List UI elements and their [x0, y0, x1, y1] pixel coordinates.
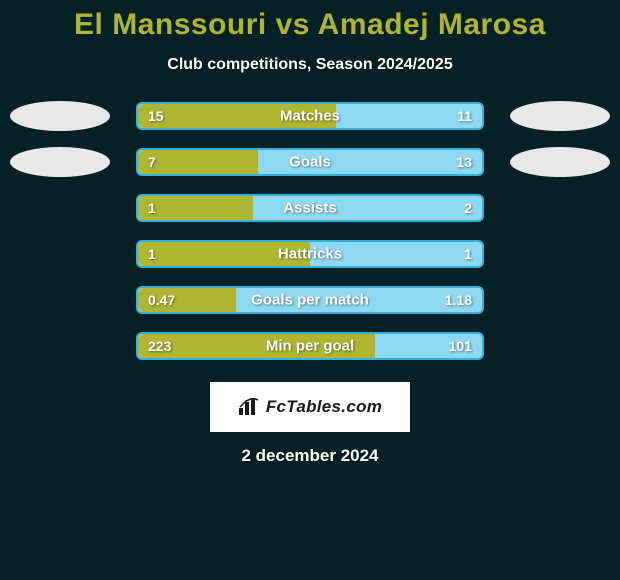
stat-row: Hattricks 1 1: [0, 240, 620, 268]
stat-value-right: 1.18: [445, 292, 472, 308]
stat-label: Matches: [280, 108, 340, 125]
stat-value-left: 223: [148, 338, 171, 354]
player-badge-left: [10, 101, 110, 131]
stat-label: Goals: [289, 154, 331, 171]
stat-bar: Matches 15 11: [136, 102, 484, 130]
stat-value-right: 2: [464, 200, 472, 216]
stat-value-left: 0.47: [148, 292, 175, 308]
stat-label: Hattricks: [278, 246, 342, 263]
stat-value-right: 1: [464, 246, 472, 262]
stat-value-right: 11: [457, 108, 472, 124]
player-badge-right: [510, 101, 610, 131]
stat-row: Assists 1 2: [0, 194, 620, 222]
stat-label: Min per goal: [266, 338, 354, 355]
stat-bar: Min per goal 223 101: [136, 332, 484, 360]
comparison-infographic: El Manssouri vs Amadej Marosa Club compe…: [0, 0, 620, 580]
subtitle: Club competitions, Season 2024/2025: [0, 56, 620, 74]
stat-value-left: 1: [148, 200, 156, 216]
stat-label: Assists: [283, 200, 336, 217]
stat-value-left: 1: [148, 246, 156, 262]
stat-value-left: 7: [148, 154, 156, 170]
stat-bar: Goals per match 0.47 1.18: [136, 286, 484, 314]
stat-bar: Assists 1 2: [136, 194, 484, 222]
stat-row: Goals 7 13: [0, 148, 620, 176]
player-badge-left: [10, 147, 110, 177]
stat-row: Matches 15 11: [0, 102, 620, 130]
player-badge-right: [510, 147, 610, 177]
brand-badge: FcTables.com: [210, 382, 410, 432]
stat-label: Goals per match: [251, 292, 369, 309]
stat-value-right: 13: [456, 154, 472, 170]
stat-bar: Goals 7 13: [136, 148, 484, 176]
stat-bar: Hattricks 1 1: [136, 240, 484, 268]
page-title: El Manssouri vs Amadej Marosa: [0, 0, 620, 42]
stat-row: Goals per match 0.47 1.18: [0, 286, 620, 314]
stat-bar-fill: [138, 150, 258, 174]
stats-rows: Matches1511Goals713Assists12Hattricks11G…: [0, 102, 620, 360]
bar-chart-icon: [238, 398, 260, 416]
date-text: 2 december 2024: [0, 446, 620, 466]
stat-value-right: 101: [449, 338, 472, 354]
stat-value-left: 15: [148, 108, 164, 124]
brand-text: FcTables.com: [266, 397, 382, 417]
stat-row: Min per goal 223 101: [0, 332, 620, 360]
